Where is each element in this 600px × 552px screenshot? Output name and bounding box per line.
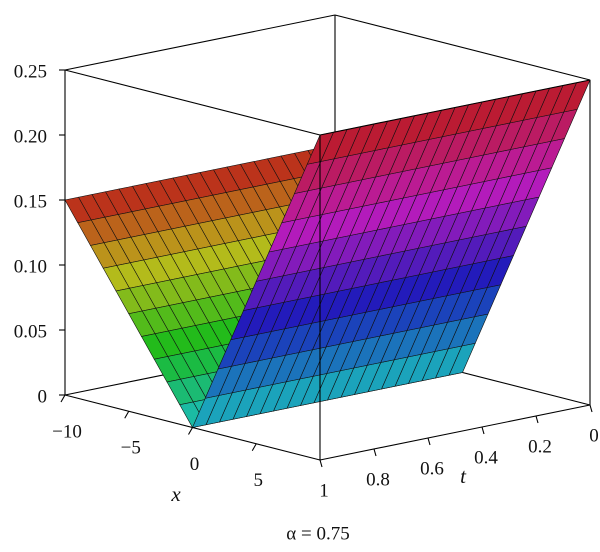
z-tick-label: 0.20 (14, 126, 47, 147)
z-tick-label: 0.10 (14, 256, 47, 277)
t-tick-label: 0.2 (528, 436, 552, 457)
t-tick (427, 437, 431, 446)
box-edge (319, 404, 591, 461)
box-edge (319, 79, 591, 136)
z-tick-label: 0 (38, 386, 48, 407)
t-tick-label: 0.4 (474, 447, 498, 468)
t-tick (535, 415, 539, 424)
t-tick (373, 448, 377, 457)
t-tick-label: 0.8 (366, 469, 390, 490)
x-tick-label: 5 (254, 470, 264, 491)
box-edge (334, 14, 591, 81)
x-tick-label: −5 (121, 438, 141, 459)
t-tick-label: 0 (589, 425, 599, 446)
x-tick-label: 0 (190, 454, 200, 475)
x-tick (60, 394, 66, 403)
x-tick (188, 427, 193, 435)
t-tick (319, 459, 323, 468)
t-tick (589, 404, 593, 413)
x-tick (251, 443, 257, 452)
z-tick-label: 0.25 (14, 61, 47, 82)
x-tick-label: −10 (52, 421, 82, 442)
z-tick-label: 0.15 (14, 191, 47, 212)
t-axis-label: t (460, 464, 467, 488)
box-edge (64, 14, 336, 71)
t-tick (481, 426, 485, 435)
t-tick-label: 1 (319, 480, 329, 501)
t-tick-label: 0.6 (420, 458, 444, 479)
x-tick (124, 410, 130, 419)
caption: α = 0.75 (286, 523, 349, 544)
box-edge (64, 69, 321, 136)
x-axis-label: x (170, 482, 181, 506)
z-tick-label: 0.05 (14, 321, 47, 342)
